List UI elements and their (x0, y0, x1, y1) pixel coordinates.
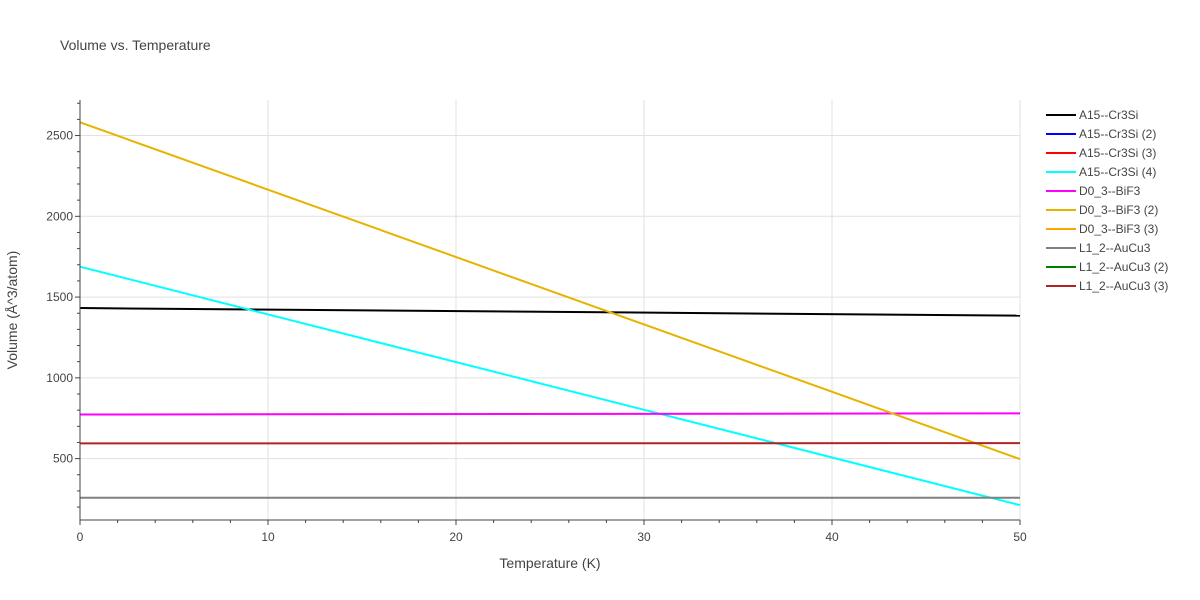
x-tick-label: 0 (77, 530, 84, 544)
legend-label: A15--Cr3Si (2) (1079, 127, 1156, 141)
y-tick-label: 1500 (46, 290, 73, 304)
y-tick-label: 2000 (46, 209, 73, 223)
series-line-d0-3-bif3[interactable] (79, 412, 1021, 416)
series-line-a15-cr3si[interactable] (79, 307, 1021, 317)
legend-label: A15--Cr3Si (4) (1079, 165, 1156, 179)
x-axis-label: Temperature (K) (499, 555, 600, 571)
x-tick-label: 40 (825, 530, 839, 544)
y-tick-label: 2500 (46, 129, 73, 143)
legend-label: D0_3--BiF3 (2) (1079, 203, 1158, 217)
legend-item[interactable]: A15--Cr3Si (3) (1046, 146, 1156, 160)
legend-label: D0_3--BiF3 (1079, 184, 1141, 198)
legend-label: D0_3--BiF3 (3) (1079, 222, 1158, 236)
x-tick-label: 30 (637, 530, 651, 544)
y-tick-label: 1000 (46, 371, 73, 385)
legend-label: A15--Cr3Si (1079, 108, 1138, 122)
legend-item[interactable]: L1_2--AuCu3 (1046, 241, 1151, 255)
legend-item[interactable]: A15--Cr3Si (4) (1046, 165, 1156, 179)
chart-title: Volume vs. Temperature (60, 37, 211, 53)
legend-label: L1_2--AuCu3 (2) (1079, 260, 1168, 274)
axes: 0 10 20 30 40 50 500 1000 1500 2000 2500 (46, 100, 1027, 544)
legend-item[interactable]: L1_2--AuCu3 (2) (1046, 260, 1168, 274)
series-line-a15-cr3si-4-[interactable] (79, 265, 1021, 507)
legend-item[interactable]: A15--Cr3Si (2) (1046, 127, 1156, 141)
legend-item[interactable]: D0_3--BiF3 (1046, 184, 1141, 198)
legend-item[interactable]: A15--Cr3Si (1046, 108, 1138, 122)
series-line-d0-3-bif3-2-[interactable] (79, 121, 1021, 461)
y-tick-label: 500 (53, 452, 73, 466)
legend[interactable]: A15--Cr3Si A15--Cr3Si (2) A15--Cr3Si (3) A1… (1046, 108, 1168, 293)
legend-label: L1_2--AuCu3 (1079, 241, 1151, 255)
legend-label: L1_2--AuCu3 (3) (1079, 279, 1168, 293)
legend-item[interactable]: D0_3--BiF3 (2) (1046, 203, 1158, 217)
x-tick-label: 50 (1013, 530, 1027, 544)
legend-item[interactable]: L1_2--AuCu3 (3) (1046, 279, 1168, 293)
y-axis-label: Volume (Å^3/atom) (4, 251, 20, 370)
legend-item[interactable]: D0_3--BiF3 (3) (1046, 222, 1158, 236)
x-tick-label: 20 (449, 530, 463, 544)
legend-label: A15--Cr3Si (3) (1079, 146, 1156, 160)
x-tick-label: 10 (261, 530, 275, 544)
plot-area[interactable] (79, 121, 1021, 507)
grid (80, 100, 1021, 520)
